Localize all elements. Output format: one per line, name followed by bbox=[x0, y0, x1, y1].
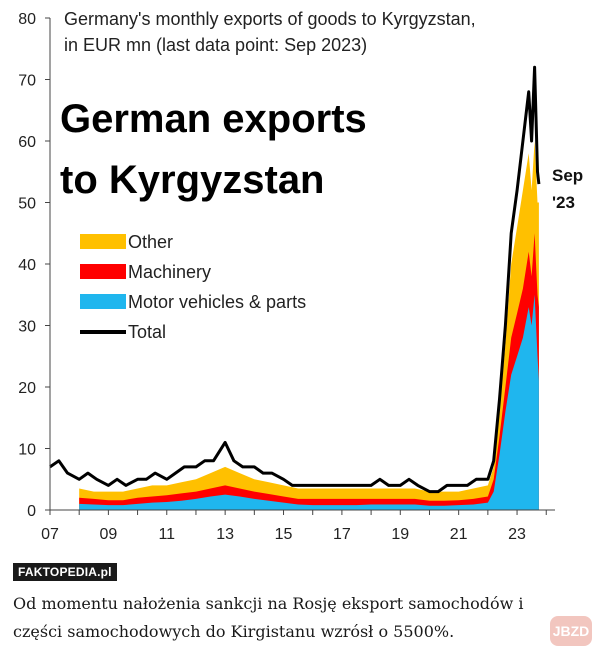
y-tick-label: 50 bbox=[18, 196, 36, 213]
y-tick-label: 60 bbox=[18, 134, 36, 151]
annotation-year: '23 bbox=[552, 193, 575, 212]
legend-label-total: Total bbox=[128, 322, 166, 342]
legend-swatch-motor-vehicles-parts bbox=[80, 294, 126, 309]
source-badge: FAKTOPEDIA.pl bbox=[13, 563, 117, 581]
area-machinery bbox=[79, 233, 539, 511]
x-tick-label: 09 bbox=[99, 526, 117, 543]
plot-area: 0 10 20 30 40 50 60 70 80 07 09 11 13 15 17 19 21 23 bbox=[18, 11, 555, 543]
legend-swatch-other bbox=[80, 234, 126, 249]
x-tick-label: 13 bbox=[216, 526, 234, 543]
legend-label-motor-vehicles-parts: Motor vehicles & parts bbox=[128, 292, 306, 312]
x-tick-label: 23 bbox=[508, 526, 526, 543]
x-tick-label: 17 bbox=[333, 526, 351, 543]
y-tick-label: 20 bbox=[18, 380, 36, 397]
y-tick-label: 40 bbox=[18, 257, 36, 274]
legend: Other Machinery Motor vehicles & parts Tota… bbox=[80, 232, 306, 342]
line-total bbox=[49, 65, 541, 494]
chart-title-line2: to Kyrgyzstan bbox=[60, 158, 325, 202]
x-tick-label: 21 bbox=[450, 526, 468, 543]
jbzd-watermark-logo: JBZD bbox=[550, 616, 592, 646]
x-tick-label: 19 bbox=[391, 526, 409, 543]
chart: Germany's monthly exports of goods to Ky… bbox=[18, 9, 583, 543]
chart-subtitle-line1: Germany's monthly exports of goods to Ky… bbox=[64, 9, 476, 29]
y-tick-label: 30 bbox=[18, 319, 36, 336]
annotation-sep: Sep bbox=[552, 166, 583, 185]
caption: Od momentu nałożenia sankcji na Rosję ek… bbox=[13, 594, 524, 641]
legend-swatch-machinery bbox=[80, 264, 126, 279]
x-tick-label: 07 bbox=[41, 526, 59, 543]
x-tick-label: 11 bbox=[158, 526, 175, 543]
y-tick-label: 80 bbox=[18, 11, 36, 28]
x-tick-label: 15 bbox=[275, 526, 293, 543]
area-other bbox=[79, 141, 539, 510]
y-tick-label: 0 bbox=[27, 503, 36, 520]
chart-subtitle-line2: in EUR mn (last data point: Sep 2023) bbox=[64, 35, 367, 55]
y-tick-label: 70 bbox=[18, 73, 36, 90]
legend-label-other: Other bbox=[128, 232, 173, 252]
y-tick-label: 10 bbox=[18, 442, 36, 459]
legend-label-machinery: Machinery bbox=[128, 262, 211, 282]
chart-title-line1: German exports bbox=[60, 97, 367, 141]
